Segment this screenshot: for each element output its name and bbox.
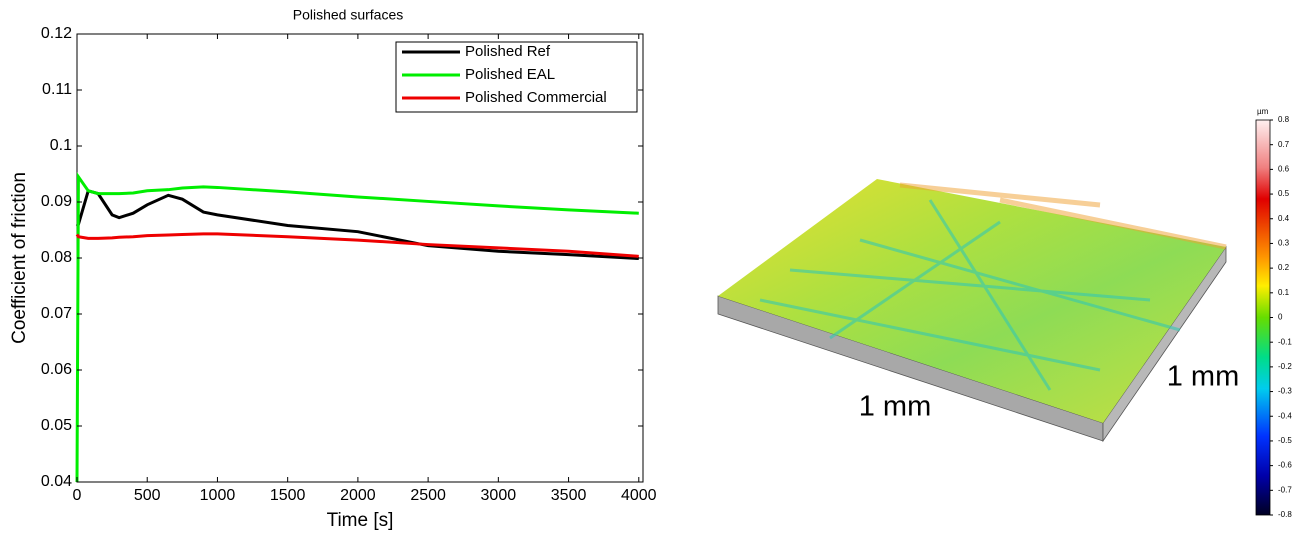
data-line <box>77 191 639 259</box>
colorbar-tick-label: 0.1 <box>1278 288 1290 297</box>
y-tick-label: 0.09 <box>41 193 72 210</box>
colorbar-unit: µm <box>1257 107 1269 116</box>
x-tick-label: 3500 <box>551 487 587 504</box>
colorbar-tick-label: 0.5 <box>1278 189 1290 198</box>
colorbar-tick-label: -0.6 <box>1278 461 1292 470</box>
x-tick-label: 1500 <box>270 487 306 504</box>
chart-title: Polished surfaces <box>293 7 404 23</box>
x-tick-label: 2500 <box>410 487 446 504</box>
colorbar-tick-label: -0.1 <box>1278 337 1292 346</box>
legend-label: Polished Commercial <box>465 89 607 106</box>
colorbar-tick-label: 0 <box>1278 313 1283 322</box>
legend-label: Polished Ref <box>465 43 551 60</box>
x-tick-label: 4000 <box>621 487 657 504</box>
legend-label: Polished EAL <box>465 66 555 83</box>
y-tick-label: 0.1 <box>50 137 72 154</box>
surface: 1 mm 1 mm <box>718 179 1239 441</box>
colorbar-tick-label: -0.2 <box>1278 362 1292 371</box>
y-tick-label: 0.07 <box>41 305 72 322</box>
colorbar-tick-label: 0.4 <box>1278 214 1290 223</box>
figure: Polished surfaces Time [s] Coefficient o… <box>0 0 1309 534</box>
y-tick-label: 0.06 <box>41 361 72 378</box>
x-tick-label: 0 <box>73 487 82 504</box>
y-axis-label: Coefficient of friction <box>9 172 30 344</box>
y-tick-label: 0.04 <box>41 473 72 490</box>
y-tick-label: 0.08 <box>41 249 72 266</box>
dimension-label: 1 mm <box>1167 361 1240 393</box>
plot <box>77 177 639 482</box>
dimension-label: 1 mm <box>859 391 932 423</box>
x-axis-label: Time [s] <box>327 510 394 531</box>
y-tick-label: 0.12 <box>41 25 72 42</box>
colorbar-tick-label: -0.7 <box>1278 485 1292 494</box>
colorbar <box>1256 120 1270 515</box>
colorbar-tick-label: 0.6 <box>1278 164 1290 173</box>
colorbar-tick-label: -0.5 <box>1278 436 1292 445</box>
data-line <box>77 177 639 482</box>
colorbar-tick-label: 0.3 <box>1278 239 1290 248</box>
y-tick-label: 0.05 <box>41 417 72 434</box>
x-tick-label: 3000 <box>481 487 517 504</box>
colorbar-tick-label: 0.2 <box>1278 263 1290 272</box>
colorbar-tick-label: -0.8 <box>1278 510 1292 519</box>
colorbar-tick-label: -0.4 <box>1278 411 1292 420</box>
x-tick-label: 1000 <box>200 487 236 504</box>
x-tick-label: 2000 <box>340 487 376 504</box>
colorbar-tick-label: 0.8 <box>1278 115 1290 124</box>
colorbar-tick-label: -0.3 <box>1278 387 1292 396</box>
x-tick-label: 500 <box>134 487 161 504</box>
colorbar-tick-label: 0.7 <box>1278 140 1290 149</box>
y-tick-label: 0.11 <box>42 81 72 98</box>
